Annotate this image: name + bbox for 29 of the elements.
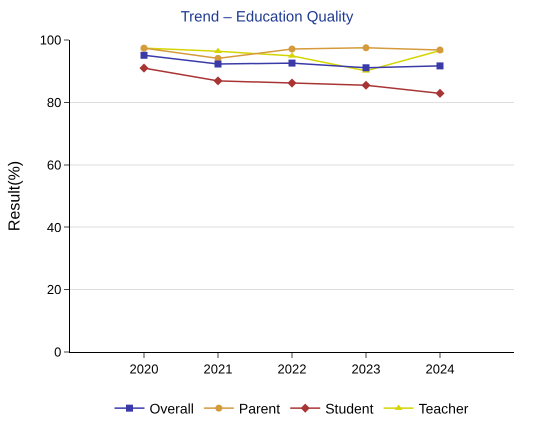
legend-label: Teacher xyxy=(418,400,469,417)
point xyxy=(362,64,370,72)
point xyxy=(214,60,222,68)
y-axis-title: Result(%) xyxy=(6,160,24,232)
y-tick-label: 0 xyxy=(54,344,62,360)
point xyxy=(213,76,223,86)
y-tick-label: 60 xyxy=(46,157,62,172)
point xyxy=(362,44,370,52)
point xyxy=(288,46,296,53)
point xyxy=(436,62,444,70)
point xyxy=(140,52,148,59)
point xyxy=(288,60,296,67)
x-tick-label: 2024 xyxy=(426,362,454,377)
y-tick-label: 20 xyxy=(46,282,62,298)
legend-label: Student xyxy=(325,400,374,417)
legend-label: Parent xyxy=(238,400,280,417)
x-tick-label: 2022 xyxy=(278,362,306,377)
x-tick-label: 2020 xyxy=(130,362,158,377)
y-tick-label: 100 xyxy=(40,32,62,48)
legend-label: Overall xyxy=(150,400,194,417)
x-tick-label: 2021 xyxy=(204,362,232,377)
x-tick-label: 2023 xyxy=(352,362,380,377)
y-tick-label: 40 xyxy=(46,220,62,235)
point xyxy=(361,80,371,90)
y-tick-label: 80 xyxy=(46,94,62,110)
point xyxy=(287,78,297,88)
point xyxy=(435,88,445,98)
chart-title: Trend – Education Quality xyxy=(180,8,354,26)
point xyxy=(139,64,149,73)
